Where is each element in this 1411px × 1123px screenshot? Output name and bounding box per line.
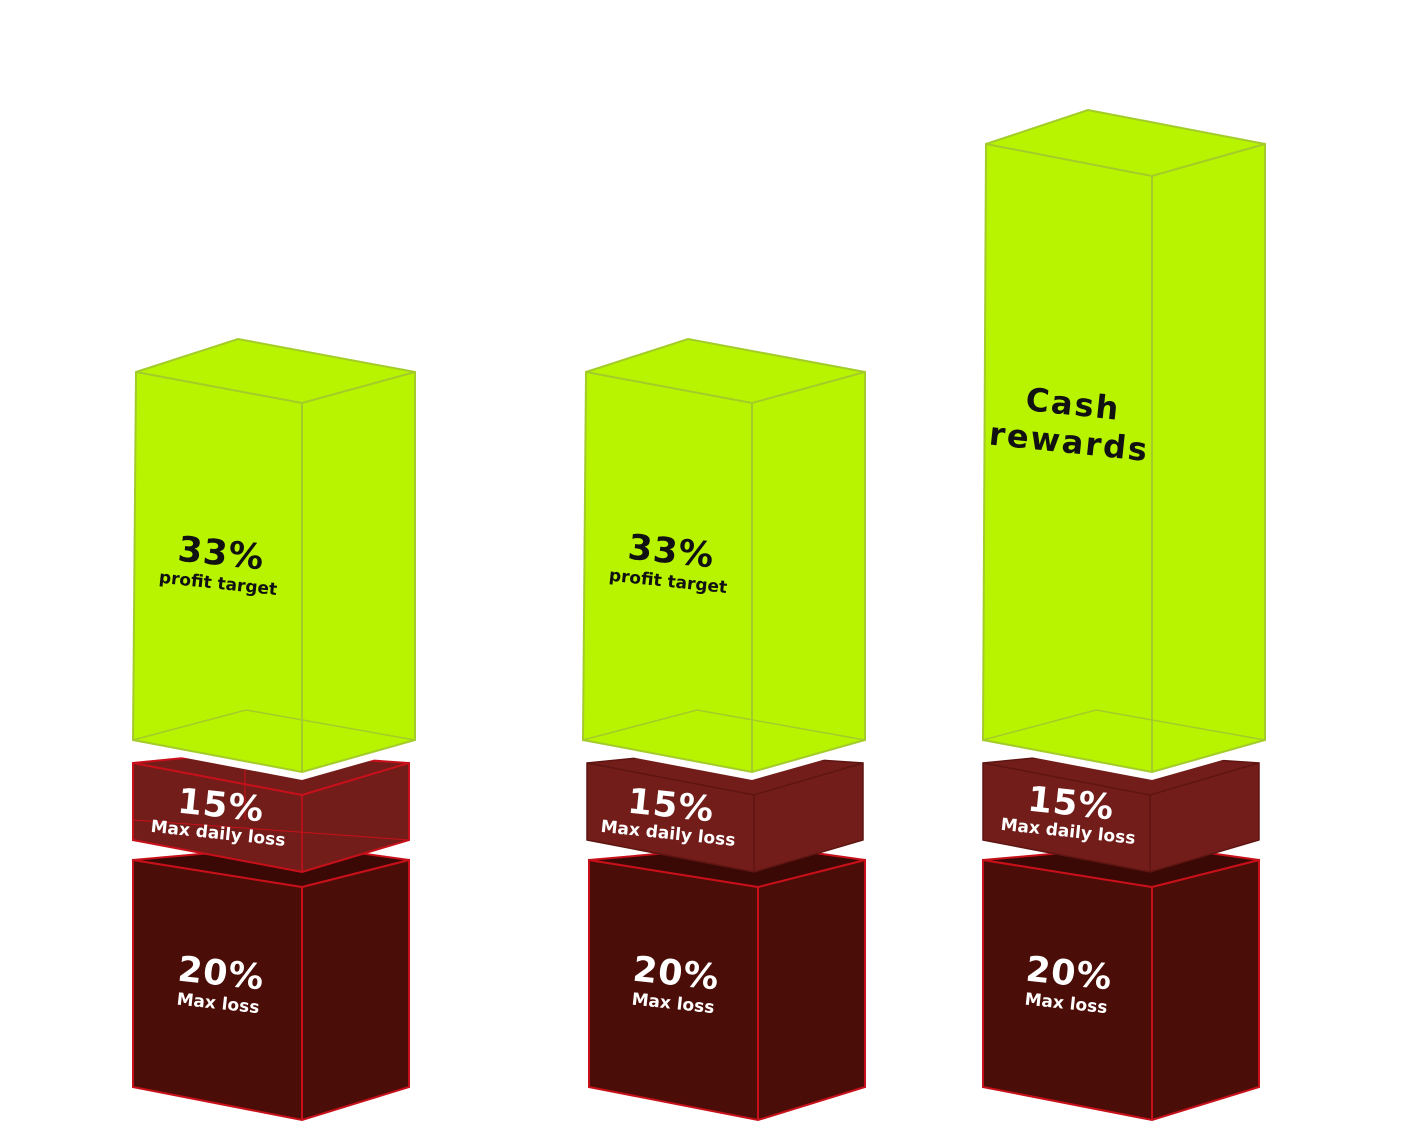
max-loss-value: 20% (176, 950, 266, 999)
max-loss-block: 20% Max loss (982, 843, 1260, 1122)
profit-target-value: 33% (626, 528, 716, 577)
max-daily-loss-value: 15% (626, 782, 716, 831)
profit-target-value: 33% (176, 530, 266, 579)
max-loss-value: 20% (1024, 950, 1114, 999)
column-1: 20% Max loss 15% Max daily loss 33% (131, 337, 416, 1122)
profit-target-block: 33% profit target (581, 337, 866, 774)
max-daily-loss-value: 15% (1026, 780, 1116, 829)
max-daily-loss-block: 15% Max daily loss (982, 751, 1260, 873)
max-loss-block: 20% Max loss (132, 843, 410, 1122)
max-loss-block: 20% Max loss (588, 843, 866, 1122)
max-daily-loss-value: 15% (176, 782, 266, 831)
column-2: 20% Max loss 15% Max daily loss 33% prof… (581, 337, 866, 1122)
cash-rewards-block: Cash rewards (981, 108, 1266, 774)
max-loss-value: 20% (631, 950, 721, 999)
column-3: 20% Max loss 15% Max daily loss Cash rew… (981, 108, 1266, 1122)
profit-target-block: 33% profit target (131, 337, 416, 774)
